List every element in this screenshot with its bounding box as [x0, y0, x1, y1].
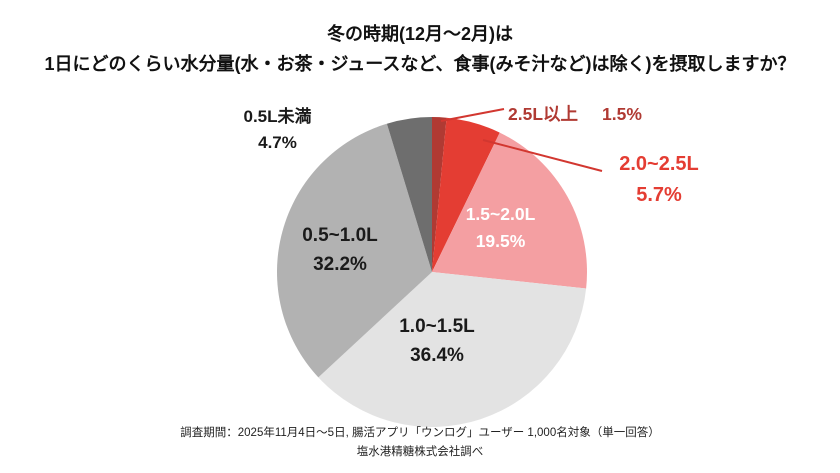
- pie-label-0.5L-miman: 0.5L未満 4.7%: [220, 104, 335, 157]
- survey-source-note: 調査期間：2025年11月4日〜5日, 腸活アプリ「ウンログ」ユーザー 1,00…: [0, 424, 840, 461]
- pie-label-2.0-2.5L-value: 5.7%: [636, 184, 682, 206]
- pie-label-0.5L-miman-text: 0.5L未満: [243, 107, 312, 126]
- pie-label-1.5-2.0L-text: 1.5~2.0L: [465, 204, 536, 224]
- chart-title-line2: 1日にどのくらい水分量(水・お茶・ジュースなど、食事(みそ汁など)は除く)を摂取…: [44, 53, 796, 74]
- pie-label-2.5L-ijou-value: 1.5%: [602, 104, 642, 124]
- pie-slice-2.0~2.5L: [432, 117, 500, 272]
- pie-label-2.0-2.5L: 2.0~2.5L 5.7%: [599, 149, 719, 211]
- pie-label-0.5-1.0L: 0.5~1.0L 32.2%: [275, 221, 405, 280]
- pie-label-2.0-2.5L-text: 2.0~2.5L: [619, 153, 699, 175]
- pie-label-1.0-1.5L-text: 1.0~1.5L: [399, 316, 475, 337]
- pie-slice-1.0~1.5L: [318, 272, 587, 427]
- chart-title-line1: 冬の時期(12月〜2月)は: [326, 24, 514, 44]
- pie-label-2.5L-ijou: 2.5L以上 1.5%: [508, 101, 642, 128]
- pie-label-0.5-1.0L-text: 0.5~1.0L: [302, 225, 378, 246]
- pie-slices: [277, 117, 588, 427]
- pie-label-2.5L-ijou-text: 2.5L以上: [508, 104, 579, 124]
- pie-label-1.0-1.5L: 1.0~1.5L 36.4%: [372, 312, 502, 371]
- pie-label-0.5-1.0L-value: 32.2%: [313, 254, 367, 276]
- survey-source-line1: 調査期間：2025年11月4日〜5日, 腸活アプリ「ウンログ」ユーザー 1,00…: [180, 427, 660, 440]
- chart-title: 冬の時期(12月〜2月)は 1日にどのくらい水分量(水・お茶・ジュースなど、食事…: [0, 20, 840, 79]
- leader-line-2.5L-ijou: [440, 108, 505, 122]
- pie-slice-0.5L未満: [386, 117, 432, 272]
- pie-slice-0.5~1.0L: [277, 123, 432, 378]
- leader-line-2.0-2.5L: [482, 139, 603, 172]
- pie-label-1.5-2.0L-value: 19.5%: [475, 231, 526, 252]
- pie-slice-1.5~2.0L: [432, 132, 588, 289]
- pie-label-1.5-2.0L: 1.5~2.0L 19.5%: [438, 201, 563, 255]
- pie-label-1.0-1.5L-value: 36.4%: [410, 345, 464, 367]
- pie-slice-2.5L以上: [432, 117, 447, 272]
- survey-source-line2: 塩水港精糖株式会社調べ: [356, 445, 484, 458]
- pie-label-0.5L-miman-value: 4.7%: [258, 133, 297, 153]
